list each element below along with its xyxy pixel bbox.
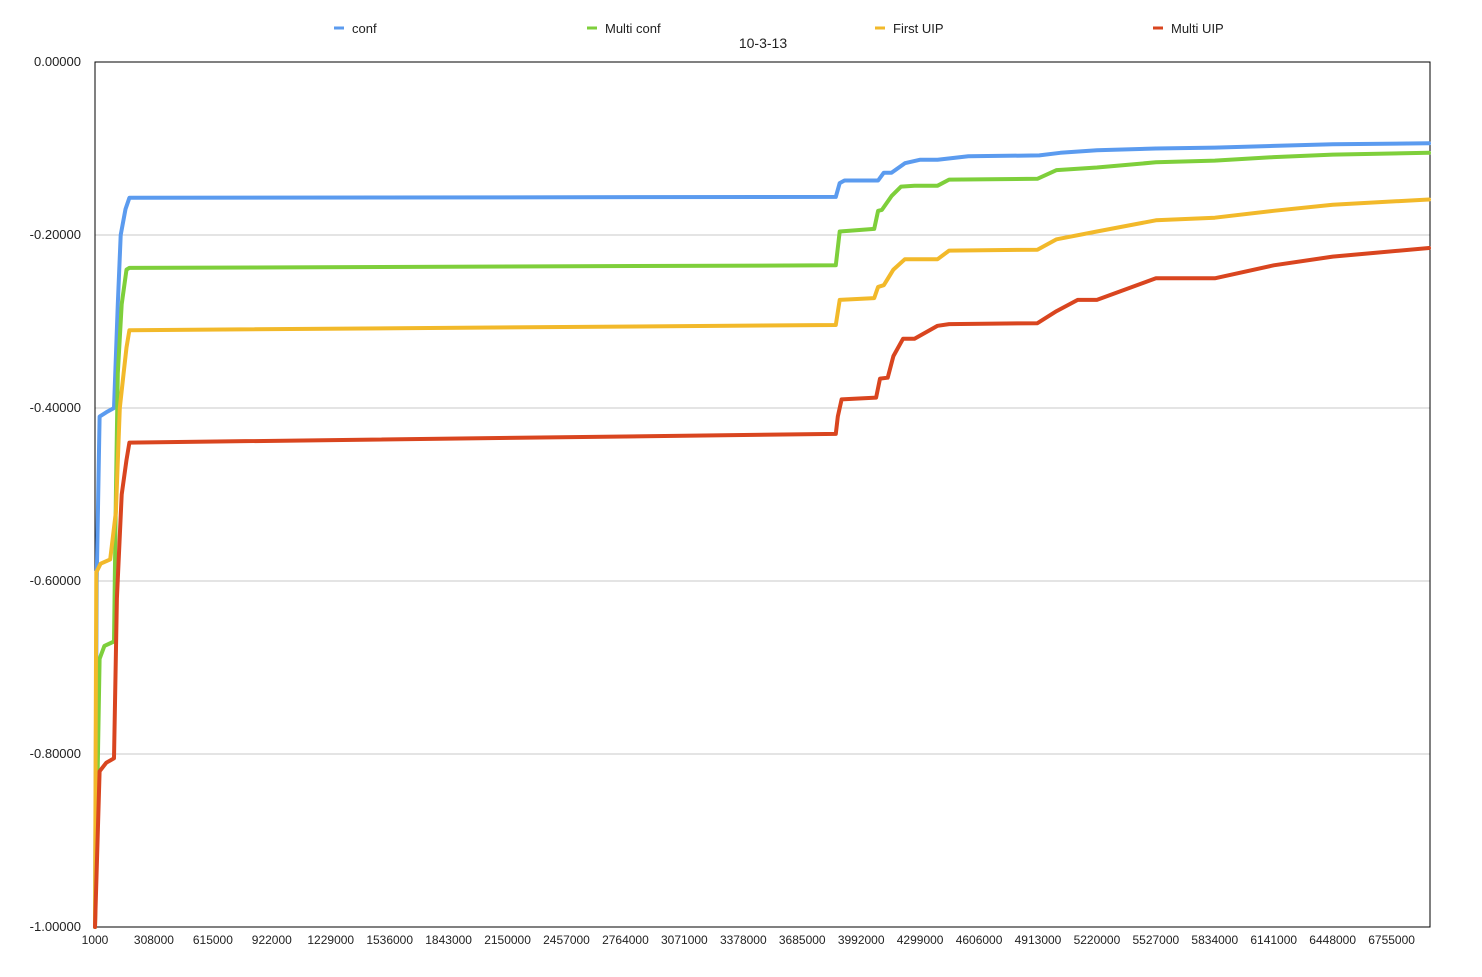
x-tick-label: 5527000	[1132, 933, 1179, 947]
x-tick-label: 3685000	[779, 933, 826, 947]
x-tick-label: 6141000	[1250, 933, 1297, 947]
x-tick-label: 4913000	[1015, 933, 1062, 947]
x-tick-label: 308000	[134, 933, 174, 947]
chart-legend: conf Multi conf First UIP Multi UIP	[334, 21, 1224, 36]
legend-label: Multi UIP	[1171, 21, 1224, 36]
y-gridlines	[95, 234, 1430, 755]
legend-item: First UIP	[875, 21, 944, 36]
y-tick-label: -0.60000	[30, 573, 81, 588]
x-tick-label: 1000	[82, 933, 109, 947]
x-tick-label: 2457000	[543, 933, 590, 947]
legend-item: Multi conf	[587, 21, 661, 36]
legend-label: First UIP	[893, 21, 944, 36]
legend-item: conf	[334, 21, 377, 36]
x-tick-label: 2150000	[484, 933, 531, 947]
series-line-first-uip	[93, 197, 1431, 929]
legend-label: conf	[352, 21, 377, 36]
x-tick-label: 3378000	[720, 933, 767, 947]
x-tick-label: 4606000	[956, 933, 1003, 947]
x-tick-label: 2764000	[602, 933, 649, 947]
y-tick-label: -0.80000	[30, 746, 81, 761]
y-axis-tick-labels: 0.00000 -0.20000 -0.40000 -0.60000 -0.80000 -…	[30, 54, 81, 934]
y-tick-label: -0.40000	[30, 400, 81, 415]
x-axis-tick-labels: 1000 308000 615000 922000 1229000 1536000 1843…	[82, 933, 1416, 947]
plot-area-frame	[94, 61, 1431, 928]
x-tick-label: 1843000	[425, 933, 472, 947]
series-line-conf	[93, 141, 1431, 929]
y-tick-label: -1.00000	[30, 919, 81, 934]
x-tick-label: 6448000	[1309, 933, 1356, 947]
legend-item: Multi UIP	[1153, 21, 1224, 36]
series-lines	[93, 141, 1431, 929]
x-tick-label: 1536000	[366, 933, 413, 947]
y-tick-label: -0.20000	[30, 227, 81, 242]
x-tick-label: 1229000	[307, 933, 354, 947]
x-tick-label: 4299000	[897, 933, 944, 947]
series-line-multi-uip	[93, 246, 1431, 929]
legend-label: Multi conf	[605, 21, 661, 36]
series-line-multi-conf	[93, 150, 1431, 929]
x-tick-label: 6755000	[1368, 933, 1415, 947]
chart-title: 10-3-13	[739, 35, 787, 51]
x-tick-label: 922000	[252, 933, 292, 947]
x-tick-label: 3071000	[661, 933, 708, 947]
x-tick-label: 615000	[193, 933, 233, 947]
x-tick-label: 5834000	[1191, 933, 1238, 947]
x-tick-label: 3992000	[838, 933, 885, 947]
y-tick-label: 0.00000	[34, 54, 81, 69]
x-tick-label: 5220000	[1074, 933, 1121, 947]
